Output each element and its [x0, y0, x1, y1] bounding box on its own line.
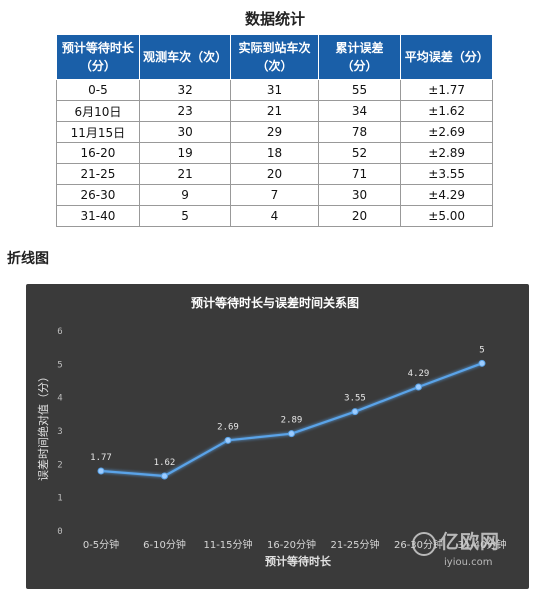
x-tick-label: 31-40分钟: [457, 538, 506, 551]
y-tick-label: 0: [57, 527, 62, 537]
data-label: 4.29: [408, 369, 430, 379]
data-point: [288, 430, 295, 438]
data-point: [351, 408, 359, 416]
table-cell: ±3.55: [400, 163, 493, 185]
table-row: 26-30 9 7 30 ±4.29: [56, 184, 493, 206]
table-header-cell: 平均误差（分）: [400, 34, 493, 80]
table-cell: 6月10日: [56, 100, 140, 122]
y-tick-label: 6: [57, 327, 62, 337]
table-cell: ±4.29: [400, 184, 493, 206]
data-point: [415, 383, 422, 391]
table-cell: 7: [230, 184, 319, 206]
data-point: [224, 436, 232, 444]
data-label: 5: [479, 345, 484, 355]
chart-y-axis-label: 误差时间绝对值（分）: [36, 371, 50, 481]
table-header-cell: 累计误差（分）: [317, 34, 402, 80]
watermark-url: iyiou.com: [444, 556, 493, 568]
table-cell: 78: [317, 121, 402, 143]
chart-title: 预计等待时长与误差时间关系图: [191, 295, 359, 310]
chart-section-heading: 折线图: [7, 251, 49, 267]
table-cell: 21: [138, 163, 232, 185]
table-cell: ±1.62: [400, 100, 493, 122]
table-cell: 21: [230, 100, 319, 122]
data-point: [478, 359, 486, 367]
table-cell: 31: [230, 79, 319, 101]
data-point: [97, 467, 105, 475]
table-row: 11月15日 30 29 78 ±2.69: [56, 121, 493, 143]
x-tick-label: 11-15分钟: [203, 538, 252, 551]
table-cell: ±2.69: [400, 121, 493, 143]
chart-x-axis-label: 预计等待时长: [265, 554, 332, 568]
data-label: 1.77: [90, 453, 112, 463]
watermark-logo-text: 亿欧网: [440, 531, 501, 553]
y-tick-label: 3: [57, 427, 62, 437]
table-cell: 4: [230, 205, 319, 227]
table-cell: ±5.00: [400, 205, 493, 227]
table-row: 0-5 32 31 55 ±1.77: [56, 79, 493, 101]
watermark: 亿欧网 iyiou.com: [412, 527, 500, 568]
table-row: 6月10日 23 21 34 ±1.62: [56, 100, 493, 122]
table-cell: ±1.77: [400, 79, 493, 101]
table-cell: 11月15日: [56, 121, 140, 143]
table-row: 21-25 21 20 71 ±3.55: [56, 163, 493, 185]
table-cell: 55: [317, 79, 402, 101]
data-label: 2.89: [281, 416, 303, 426]
table-cell: 34: [317, 100, 402, 122]
table-header-cell: 实际到站车次（次）: [230, 34, 319, 80]
y-tick-label: 2: [57, 460, 62, 470]
table-cell: 71: [317, 163, 402, 185]
table-cell: 9: [138, 184, 232, 206]
table-header-row: 预计等待时长（分） 观测车次（次） 实际到站车次（次） 累计误差（分） 平均误差…: [56, 34, 493, 80]
table-cell: 20: [230, 163, 319, 185]
table-cell: 29: [230, 121, 319, 143]
table-cell: ±2.89: [400, 142, 493, 164]
table-row: 31-40 5 4 20 ±5.00: [56, 205, 493, 227]
x-tick-label: 6-10分钟: [143, 538, 186, 551]
table-header-cell: 预计等待时长（分）: [56, 34, 140, 80]
table-cell: 26-30: [56, 184, 140, 206]
table-header-cell: 观测车次（次）: [138, 34, 232, 80]
x-tick-label: 21-25分钟: [330, 538, 379, 551]
table-row: 16-20 19 18 52 ±2.89: [56, 142, 493, 164]
table-cell: 0-5: [56, 79, 140, 101]
stats-table: 预计等待时长（分） 观测车次（次） 实际到站车次（次） 累计误差（分） 平均误差…: [56, 34, 493, 227]
table-cell: 30: [317, 184, 402, 206]
table-cell: 21-25: [56, 163, 140, 185]
table-cell: 5: [138, 205, 232, 227]
page-title: 数据统计: [244, 10, 305, 28]
x-tick-label: 0-5分钟: [83, 538, 119, 551]
table-cell: 19: [138, 142, 232, 164]
watermark-logo-icon: [412, 531, 436, 556]
y-tick-label: 4: [57, 394, 62, 404]
data-label: 3.55: [344, 394, 366, 404]
x-tick-label: 16-20分钟: [267, 538, 316, 551]
data-label: 1.62: [154, 458, 176, 468]
table-cell: 31-40: [56, 205, 140, 227]
data-label: 2.69: [217, 422, 239, 432]
table-cell: 18: [230, 142, 319, 164]
data-point: [161, 472, 168, 480]
table-cell: 16-20: [56, 142, 140, 164]
y-tick-label: 5: [57, 360, 62, 370]
y-tick-label: 1: [57, 494, 62, 504]
chart-panel: [26, 284, 529, 589]
table-cell: 20: [317, 205, 402, 227]
